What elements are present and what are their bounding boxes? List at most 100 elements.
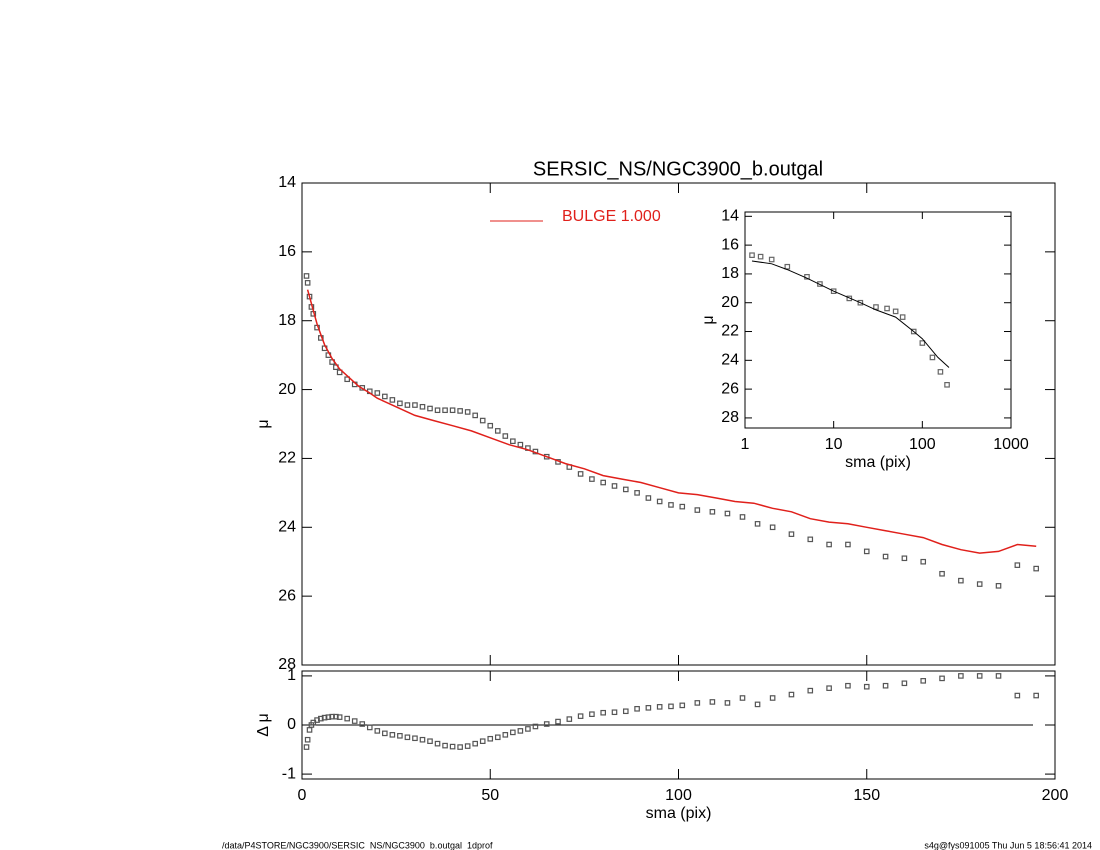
data-point — [857, 299, 864, 306]
data-point — [449, 743, 456, 750]
data-point — [510, 729, 516, 736]
x-tick-label: 200 — [1042, 787, 1069, 804]
y-tick-label: 20 — [278, 381, 296, 398]
data-point — [826, 541, 832, 548]
data-point — [382, 393, 388, 400]
data-point — [1033, 692, 1039, 699]
data-point — [739, 695, 746, 701]
data-point — [611, 483, 618, 489]
data-point — [656, 498, 663, 505]
data-point — [366, 724, 373, 731]
y-tick-label: 26 — [278, 587, 296, 604]
data-point — [958, 577, 964, 584]
data-point — [611, 709, 618, 716]
data-point — [873, 304, 879, 310]
chart-title: SERSIC_NS/NGC3900_b.outgal — [533, 158, 823, 180]
data-point — [472, 412, 478, 419]
data-point — [336, 714, 343, 720]
y-tick-label: 24 — [278, 519, 296, 536]
data-point — [995, 583, 1002, 589]
x-tick-label: 150 — [853, 787, 880, 804]
data-point — [389, 397, 396, 403]
data-point — [589, 711, 595, 718]
data-point — [899, 314, 906, 320]
data-point — [600, 709, 607, 716]
data-point — [412, 735, 418, 742]
data-point — [397, 400, 403, 407]
y-tick-label: 16 — [721, 236, 739, 253]
data-point — [419, 736, 426, 743]
y-axis-label: Δ μ — [255, 713, 272, 736]
x-tick-label: 100 — [909, 436, 936, 453]
data-point — [600, 479, 607, 486]
y-tick-label: -1 — [282, 765, 296, 782]
data-point — [427, 738, 433, 745]
x-tick-label: 0 — [298, 787, 307, 804]
data-point — [532, 723, 539, 730]
y-tick-label: 0 — [287, 716, 296, 733]
data-point — [863, 548, 870, 555]
data-point — [769, 524, 776, 531]
data-point — [589, 476, 595, 482]
data-point — [882, 553, 889, 560]
y-tick-label: 14 — [721, 208, 739, 225]
data-point — [351, 718, 358, 724]
data-point — [344, 376, 350, 383]
data-point — [382, 730, 388, 737]
data-point — [543, 453, 550, 460]
data-point — [863, 683, 870, 690]
data-point — [882, 682, 889, 689]
data-point — [749, 252, 755, 259]
data-point — [668, 703, 674, 710]
y-axis-label: μ — [700, 315, 717, 324]
y-tick-label: 26 — [721, 380, 739, 397]
plot-frame — [301, 182, 1056, 666]
data-point — [318, 715, 324, 722]
data-point — [709, 508, 716, 515]
data-point — [303, 273, 310, 279]
data-point — [359, 721, 366, 727]
data-point — [517, 441, 524, 448]
data-point — [788, 691, 795, 698]
data-point — [694, 507, 701, 513]
x-tick-label: 1 — [741, 436, 750, 453]
y-tick-label: 16 — [278, 243, 296, 260]
data-point — [901, 555, 908, 562]
x-tick-label: 1000 — [993, 436, 1029, 453]
data-point — [374, 390, 381, 396]
data-point — [976, 673, 983, 679]
data-point — [1014, 562, 1021, 568]
data-point — [817, 281, 823, 287]
data-point — [958, 673, 964, 679]
data-point — [494, 428, 501, 434]
data-point — [757, 253, 764, 260]
data-point — [374, 728, 381, 734]
data-point — [622, 486, 629, 493]
plot-frame — [744, 211, 1012, 429]
data-point — [807, 687, 814, 694]
data-point — [434, 740, 441, 747]
data-point — [709, 699, 716, 705]
data-point — [724, 510, 731, 517]
data-point — [494, 734, 501, 741]
data-point — [807, 536, 814, 543]
data-point — [944, 382, 950, 388]
footer-left: /data/P4STORE/NGC3900/SERSIC_NS/NGC3900_… — [222, 840, 493, 850]
data-point — [739, 514, 746, 520]
data-point — [543, 721, 550, 727]
data-point — [754, 701, 761, 708]
data-point — [487, 422, 494, 429]
data-point — [457, 408, 463, 414]
y-tick-label: 14 — [278, 174, 296, 191]
data-point — [306, 727, 313, 733]
data-point — [321, 714, 328, 721]
y-tick-label: 28 — [721, 409, 739, 426]
data-point — [419, 403, 426, 410]
data-point — [472, 740, 478, 747]
x-axis-label: sma (pix) — [646, 805, 712, 822]
data-point — [442, 742, 448, 749]
data-point — [919, 340, 926, 346]
data-point — [634, 490, 640, 496]
data-point — [487, 735, 494, 742]
data-point — [427, 405, 433, 412]
